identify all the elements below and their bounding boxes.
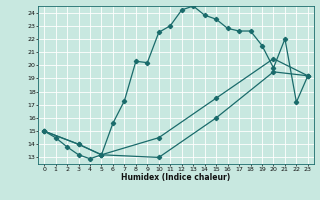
X-axis label: Humidex (Indice chaleur): Humidex (Indice chaleur) (121, 173, 231, 182)
